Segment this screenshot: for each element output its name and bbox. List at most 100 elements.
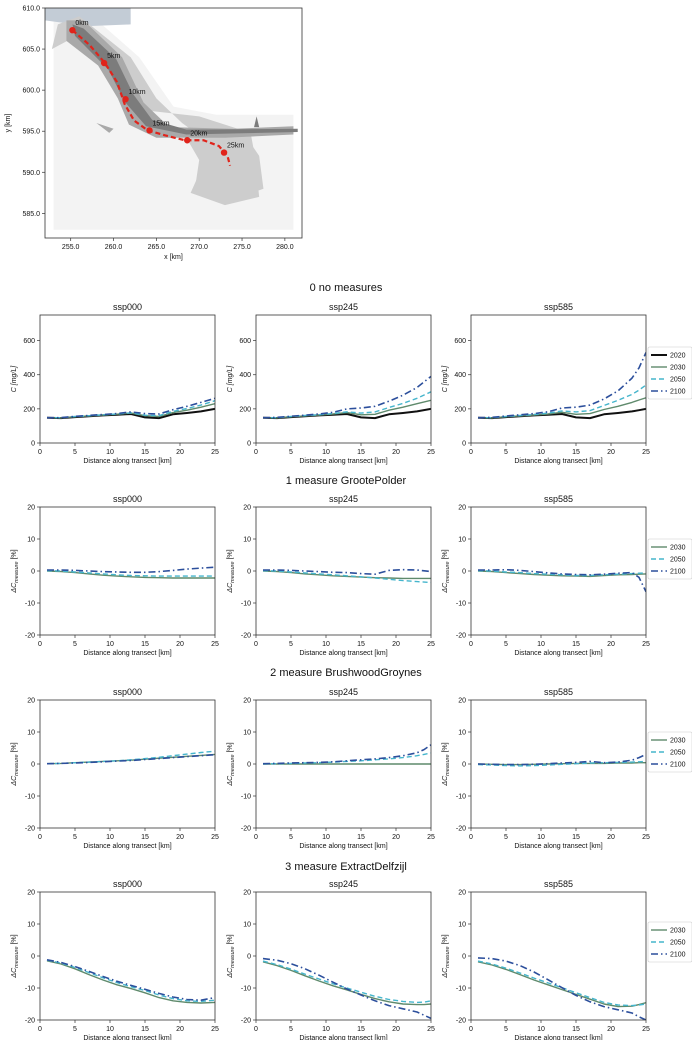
y-tick-label: 20	[27, 698, 35, 705]
x-axis-label: Distance along transect [km]	[83, 843, 171, 850]
x-tick-label: 10	[537, 641, 545, 648]
y-axis-label-subscript: measure	[14, 946, 20, 967]
x-tick-label: 15	[141, 1026, 149, 1033]
map-x-tick-label: 260.0	[105, 244, 123, 251]
x-tick-label: 25	[211, 641, 219, 648]
legend-label: 2030	[670, 365, 686, 372]
x-tick-label: 20	[392, 641, 400, 648]
x-tick-label: 15	[141, 641, 149, 648]
x-tick-label: 15	[572, 834, 580, 841]
x-tick-label: 0	[38, 834, 42, 841]
legend-label: 2100	[670, 389, 686, 396]
series-line-2050	[478, 384, 646, 419]
transect-label: 10km	[129, 89, 146, 96]
series-line-2030	[46, 960, 215, 1004]
y-tick-label: 20	[458, 505, 466, 512]
y-tick-label: 400	[23, 372, 35, 379]
chart-panel: ssp585 0 5 10 15 20 25 0 200 400 600 Distance along…	[442, 302, 692, 465]
x-axis-label: Distance along transect [km]	[299, 1035, 387, 1040]
legend: 2030 2050 2100	[647, 538, 692, 580]
panel-title: ssp585	[544, 879, 573, 889]
y-axis-label-unit: [%]	[11, 742, 18, 754]
legend-label: 2100	[670, 952, 686, 959]
series-line-2050	[47, 400, 215, 419]
y-tick-label: 0	[31, 569, 35, 576]
panel-title: ssp245	[329, 687, 358, 697]
transect-marker	[220, 149, 228, 156]
y-tick-label: 0	[462, 441, 466, 448]
legend-box	[647, 346, 692, 400]
y-axis-label-unit: [%]	[11, 549, 18, 561]
y-tick-label: 0	[31, 441, 35, 448]
series-line-2100	[262, 744, 431, 765]
series-line-2100	[263, 568, 431, 576]
x-axis-label: Distance along transect [km]	[299, 650, 387, 657]
y-tick-label: 0	[462, 954, 466, 961]
y-tick-label: 0	[31, 954, 35, 961]
y-tick-label: 10	[27, 730, 35, 737]
row-title: 3 measure ExtractDelfzijl	[285, 861, 407, 873]
y-tick-label: -10	[456, 794, 466, 801]
legend-label: 2020	[670, 353, 686, 360]
estuary-channel	[66, 20, 294, 138]
y-tick-label: 10	[27, 922, 35, 929]
series-line-2050	[46, 959, 215, 1003]
y-tick-label: 0	[247, 569, 251, 576]
y-axis-label-subscript: measure	[230, 561, 236, 582]
series-group	[477, 352, 646, 420]
transect-label: 0km	[75, 20, 88, 27]
series-line-2100	[478, 568, 646, 593]
inlet-mark	[96, 123, 114, 133]
legend-label: 2050	[670, 750, 686, 757]
x-axis-label: Distance along transect [km]	[83, 650, 171, 657]
x-tick-label: 10	[537, 449, 545, 456]
transect-marker	[184, 137, 191, 144]
series-group	[477, 753, 646, 767]
x-tick-label: 20	[176, 834, 184, 841]
map-x-tick-label: 270.0	[190, 244, 208, 251]
legend-label: 2050	[670, 940, 686, 947]
panel-frame	[39, 506, 216, 636]
legend-label: 2030	[670, 928, 686, 935]
map-x-tick-label: 280.0	[276, 244, 294, 251]
x-tick-label: 20	[607, 1026, 615, 1033]
series-line-2030	[46, 403, 215, 419]
y-axis-label: C [mg/L]	[442, 365, 449, 393]
x-axis-label: Distance along transect [km]	[514, 843, 602, 850]
legend-label: 2100	[670, 569, 686, 576]
transect-label: 20km	[190, 130, 207, 137]
y-tick-label: -10	[241, 794, 251, 801]
y-tick-label: 10	[458, 537, 466, 544]
y-axis-label-subscript: measure	[230, 946, 236, 967]
row-title: 1 measure GrootePolder	[286, 475, 407, 487]
panel-title: ssp000	[113, 879, 142, 889]
legend: 2030 2050 2100	[647, 731, 692, 773]
y-tick-label: 20	[27, 890, 35, 897]
y-axis-label: ΔCmeasure [%]	[11, 934, 20, 978]
x-tick-label: 5	[73, 834, 77, 841]
y-axis-label-unit: [%]	[227, 549, 234, 561]
series-line-2050	[262, 570, 431, 584]
y-axis-label-symbol: ΔC	[442, 967, 449, 979]
series-group	[477, 957, 646, 1020]
x-tick-label: 0	[254, 449, 258, 456]
panel-frame	[255, 314, 432, 444]
row-title: 0 no measures	[310, 282, 383, 294]
x-tick-label: 20	[176, 449, 184, 456]
y-axis-label-unit: [%]	[227, 742, 234, 754]
y-axis-label-symbol: ΔC	[442, 775, 449, 787]
map-y-tick-label: 585.0	[22, 211, 40, 218]
x-tick-label: 10	[537, 834, 545, 841]
x-tick-label: 5	[289, 1026, 293, 1033]
x-tick-label: 20	[392, 449, 400, 456]
legend: 2030 2050 2100	[647, 921, 692, 963]
y-axis-label-subscript: measure	[445, 754, 451, 775]
y-tick-label: -20	[456, 826, 466, 833]
series-group	[262, 744, 431, 765]
chart-panel: ssp585 0 5 10 15 20 25 -20 -10 0 10 20 Distance alon…	[442, 879, 692, 1040]
x-tick-label: 25	[642, 834, 650, 841]
y-axis-label-symbol: ΔC	[11, 582, 18, 594]
series-group	[46, 959, 215, 1004]
y-axis-label-unit: [%]	[442, 934, 449, 946]
x-tick-label: 5	[73, 1026, 77, 1033]
